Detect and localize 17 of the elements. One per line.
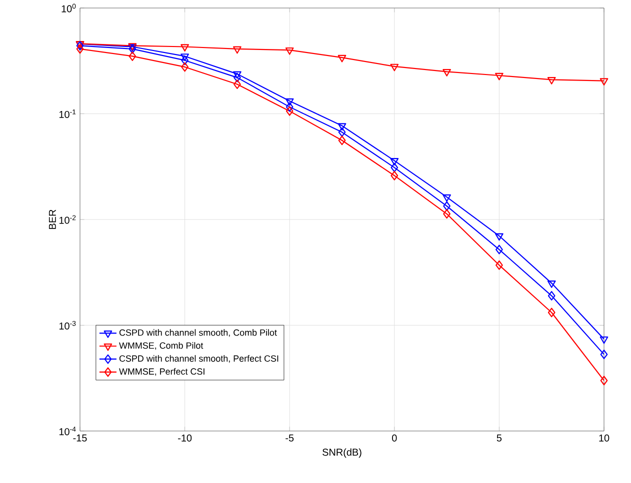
y-tick-label: 10$^{-3}$ (59, 320, 76, 330)
x-tick-label: 0 (392, 434, 397, 442)
legend-label: WMMSE, Perfect CSI (119, 368, 204, 376)
y-tick-label: 10$^{0}$ (62, 4, 76, 12)
legend-label: WMMSE, Comb Pilot (119, 342, 204, 350)
x-tick-label: -15 (73, 434, 87, 442)
legend-label: CSPD with channel smooth, Comb Pilot (119, 329, 277, 337)
x-tick-label: -10 (178, 434, 192, 442)
x-tick-label: -5 (286, 434, 294, 442)
x-tick-label: 10 (599, 434, 610, 442)
x-tick-label: 5 (496, 434, 502, 442)
y-axis-title: BER (48, 210, 56, 229)
x-axis-title: SNR(dB) (322, 448, 362, 458)
y-tick-label: 10$^{-2}$ (59, 215, 76, 224)
y-tick-label: 10$^{-4}$ (59, 426, 76, 436)
y-tick-label: 10$^{-1}$ (59, 110, 76, 118)
legend-label: CSPD with channel smooth, Perfect CSI (119, 355, 278, 363)
